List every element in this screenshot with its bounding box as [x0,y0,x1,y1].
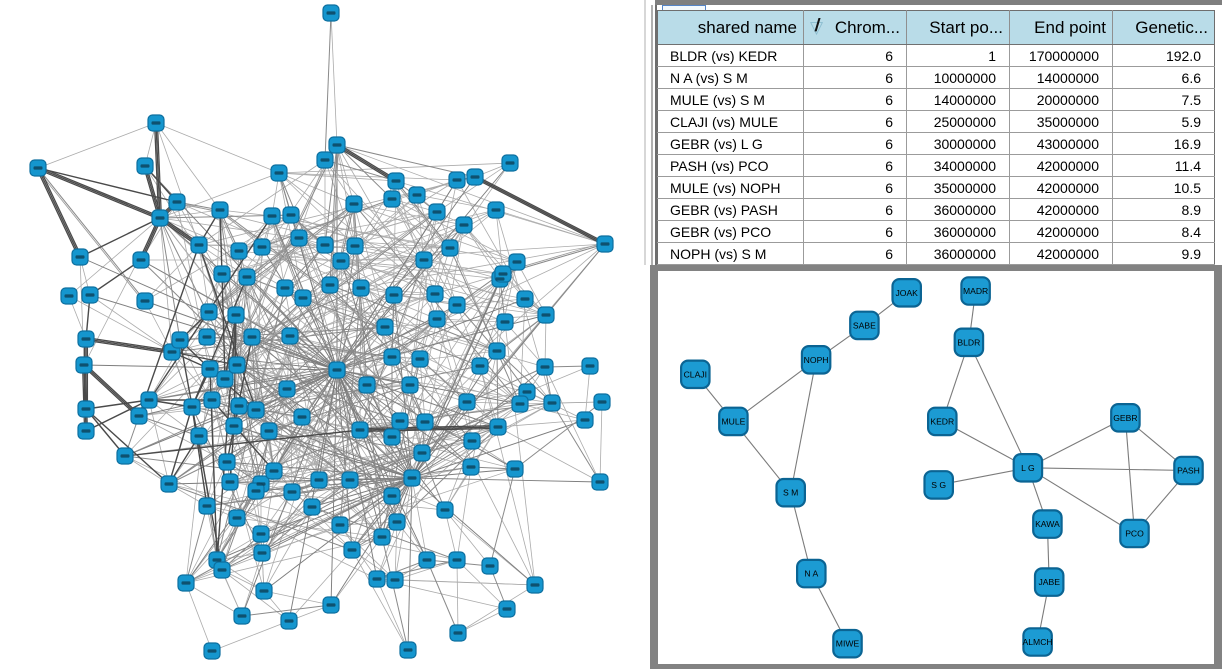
svg-text:JABE: JABE [1038,577,1060,587]
svg-text:MADR: MADR [963,286,988,296]
svg-text:PASH: PASH [1177,466,1200,476]
svg-text:KAWA: KAWA [1035,519,1060,529]
svg-text:SABE: SABE [853,320,876,330]
svg-text:L G: L G [1021,463,1035,473]
svg-text:PCO: PCO [1125,529,1144,539]
svg-text:BLDR: BLDR [957,337,980,347]
svg-text:MIWE: MIWE [836,639,860,649]
svg-text:KEDR: KEDR [930,416,954,426]
svg-text:N A: N A [804,569,818,579]
svg-text:CLAJI: CLAJI [684,369,707,379]
svg-text:GEBR: GEBR [1113,413,1137,423]
svg-text:S M: S M [783,488,798,498]
svg-text:S G: S G [931,480,946,490]
svg-text:ALMCH: ALMCH [1023,637,1053,647]
svg-text:MULE: MULE [721,416,745,426]
svg-text:NOPH: NOPH [804,355,829,365]
svg-text:JOAK: JOAK [895,288,918,298]
